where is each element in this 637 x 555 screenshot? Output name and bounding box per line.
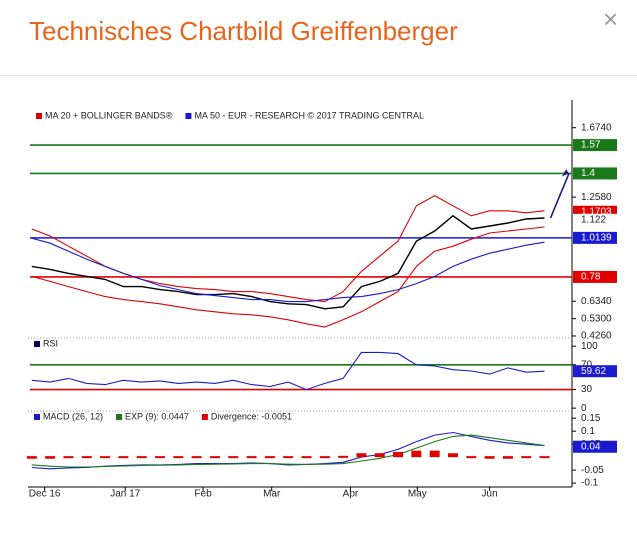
legend-swatch (116, 414, 123, 420)
divergence-bar (264, 456, 275, 459)
legend-label: RSI (43, 338, 58, 348)
y-tick-label: 0.4260 (581, 331, 612, 342)
price-label: 1.122 (581, 214, 606, 225)
divergence-bar (319, 456, 330, 459)
divergence-bar (521, 456, 532, 459)
x-tick-label: Feb (194, 489, 212, 500)
divergence-bar (356, 453, 367, 458)
y-tick-label: 0.6340 (581, 296, 612, 307)
level-label: 1.4 (581, 168, 595, 179)
y-tick-label: 0.5300 (581, 313, 612, 324)
y-tick-label: 0.15 (581, 413, 601, 424)
divergence-bar (393, 451, 404, 458)
divergence-bar (283, 456, 294, 459)
y-tick-label: 30 (581, 384, 593, 395)
series-line (31, 194, 545, 303)
divergence-bar (429, 450, 440, 458)
legend-label: MA 20 + BOLLINGER BANDS® (45, 110, 173, 120)
divergence-bar (466, 456, 477, 459)
legend-swatch (36, 113, 42, 119)
divergence-bar (173, 456, 184, 459)
divergence-bar (209, 456, 220, 459)
divergence-bar (100, 456, 111, 459)
series-line (31, 431, 545, 470)
x-tick-label: Mar (263, 489, 281, 500)
divergence-bar (191, 456, 202, 459)
divergence-bar (26, 456, 37, 459)
divergence-bar (484, 456, 495, 459)
y-tick-label: 70 (581, 359, 593, 370)
x-tick-label: Jun (482, 489, 498, 500)
series-line (31, 214, 545, 310)
level-label: 1.57 (581, 140, 601, 151)
price-label-box (573, 213, 617, 226)
series-line (31, 351, 545, 391)
divergence-bar (228, 456, 239, 459)
price-label: 59.62 (581, 366, 606, 377)
price-label: 0.04 (581, 441, 601, 452)
legend-label: MA 50 - EUR - RESEARCH © 2017 TRADING CE… (194, 110, 424, 120)
divergence-bar (81, 456, 92, 459)
price-label-box (573, 440, 617, 453)
divergence-bar (539, 456, 550, 459)
legend-label: Divergence: -0.0051 (211, 411, 292, 421)
legend-swatch (201, 414, 208, 420)
price-label-box (573, 365, 617, 378)
y-tick-label: 1.6740 (581, 122, 612, 133)
x-tick-label: Apr (343, 489, 359, 500)
level-label-box (573, 270, 617, 283)
divergence-bar (411, 450, 422, 458)
divergence-bar (63, 456, 74, 459)
y-tick-label: 0.1 (581, 426, 595, 437)
y-tick-label: 1.2580 (581, 192, 612, 203)
legend-label: MACD (26, 12) (43, 411, 103, 421)
divergence-bar (374, 453, 385, 458)
divergence-bar (246, 456, 257, 459)
divergence-bar (447, 453, 458, 458)
divergence-bar (301, 456, 312, 459)
y-tick-label: -0.1 (581, 478, 599, 489)
divergence-bar (45, 456, 56, 459)
divergence-bar (155, 456, 166, 459)
divergence-bar (338, 455, 349, 458)
y-tick-label: 0 (581, 403, 587, 414)
price-label: 1.1703 (581, 206, 612, 217)
series-line (31, 226, 545, 328)
level-label-box (573, 231, 617, 244)
dialog-title: Technisches Chartbild Greiffenberger (29, 16, 458, 46)
series-line (31, 434, 545, 468)
legend-swatch (34, 414, 40, 420)
x-tick-label: May (408, 489, 427, 500)
legend-swatch (34, 341, 40, 347)
y-tick-label: -0.05 (581, 465, 604, 476)
x-tick-label: Jan 17 (110, 489, 140, 500)
forecast-arrow (549, 173, 570, 219)
divergence-bar (136, 456, 147, 459)
series-line (31, 237, 545, 303)
level-label-box (573, 167, 617, 180)
close-button[interactable]: × (603, 4, 619, 34)
forecast-arrowhead (562, 169, 569, 177)
y-tick-label: 100 (581, 341, 598, 352)
level-label: 1.0139 (581, 233, 612, 244)
legend-label: EXP (9): 0.0447 (125, 411, 189, 421)
legend-swatch (185, 113, 192, 119)
level-label: 0.78 (581, 272, 601, 283)
x-tick-label: Dec 16 (29, 489, 61, 500)
divergence-bar (502, 456, 513, 459)
separator (0, 75, 637, 76)
divergence-bar (118, 456, 129, 459)
level-label-box (573, 139, 617, 152)
